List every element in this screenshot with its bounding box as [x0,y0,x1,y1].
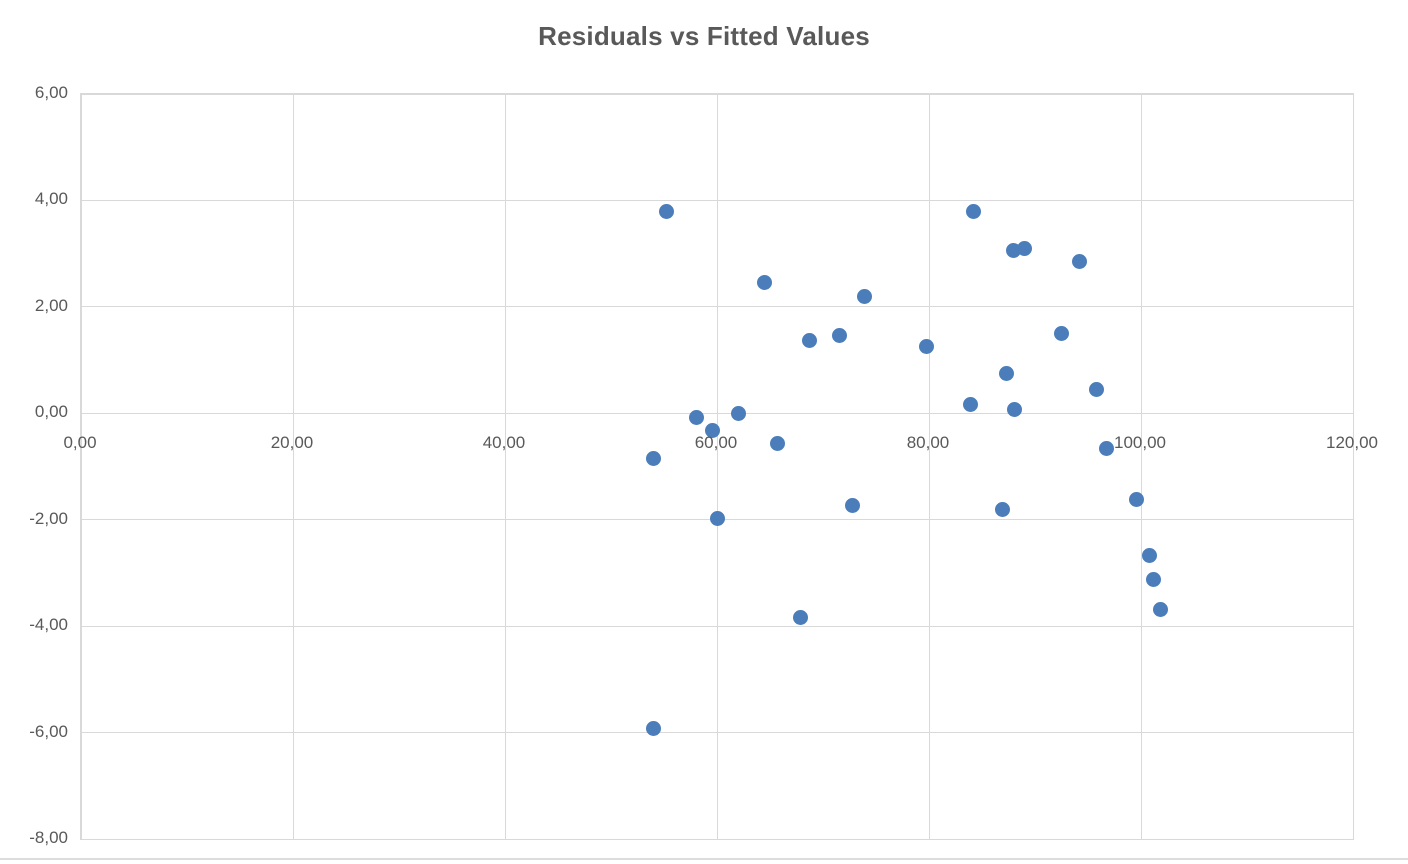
data-point [845,497,861,513]
data-point [769,436,785,452]
data-point [1152,601,1168,617]
data-point [793,609,809,625]
data-point [1146,571,1162,587]
horizontal-gridline [81,732,1353,734]
data-point [1088,382,1104,398]
horizontal-gridline [81,306,1353,308]
vertical-gridline [504,94,506,839]
data-point [709,511,725,527]
data-point [998,366,1014,382]
y-axis-tick-label: -4,00 [29,615,68,635]
y-axis-tick-label: 6,00 [34,83,68,102]
x-axis-tick-label: 80,00 [906,433,950,453]
data-point [1016,240,1032,256]
y-axis-tick-label: 0,00 [34,402,68,422]
data-point [994,502,1010,518]
horizontal-gridline [81,93,1353,95]
data-point [1054,326,1069,342]
data-point [919,338,935,354]
vertical-gridline [1140,94,1142,839]
vertical-gridline [928,94,930,839]
x-axis-tick-label: 20,00 [270,433,314,453]
data-point [705,423,721,439]
data-point [856,288,872,304]
data-point [1141,547,1157,563]
data-point [1007,402,1023,418]
vertical-gridline [1352,94,1354,839]
data-point [645,721,661,737]
vertical-gridline [80,94,82,839]
y-axis-tick-label: 2,00 [34,295,68,315]
y-axis-tick-label: -8,00 [29,828,68,847]
data-point [1129,491,1145,507]
data-point [645,451,661,467]
y-axis-tick-label: 4,00 [34,189,68,209]
x-axis-tick-label: 0,00 [63,433,97,453]
x-axis-tick-label: 60,00 [694,433,738,453]
data-point [730,405,746,421]
data-point [1072,254,1088,270]
data-point [689,410,705,426]
x-axis-tick-label: 100,00 [1114,433,1166,453]
data-point [966,203,982,219]
x-axis-tick-label: 120,00 [1326,433,1378,453]
data-point [801,333,817,349]
data-point [1098,440,1114,456]
data-point [962,397,978,413]
window-bottom-divider [0,858,1408,860]
data-point [658,203,674,219]
data-point [832,327,848,343]
horizontal-gridline [81,625,1353,627]
x-axis-tick-label: 40,00 [482,433,526,453]
horizontal-gridline [81,412,1353,414]
horizontal-gridline [81,199,1353,201]
y-axis-tick-label: -2,00 [29,508,68,528]
data-point [757,275,773,291]
plot-area [80,93,1354,840]
vertical-gridline [292,94,294,839]
chart-title: Residuals vs Fitted Values [538,21,870,51]
horizontal-gridline [81,838,1353,840]
vertical-gridline [716,94,718,839]
y-axis-tick-label: -6,00 [29,721,68,741]
